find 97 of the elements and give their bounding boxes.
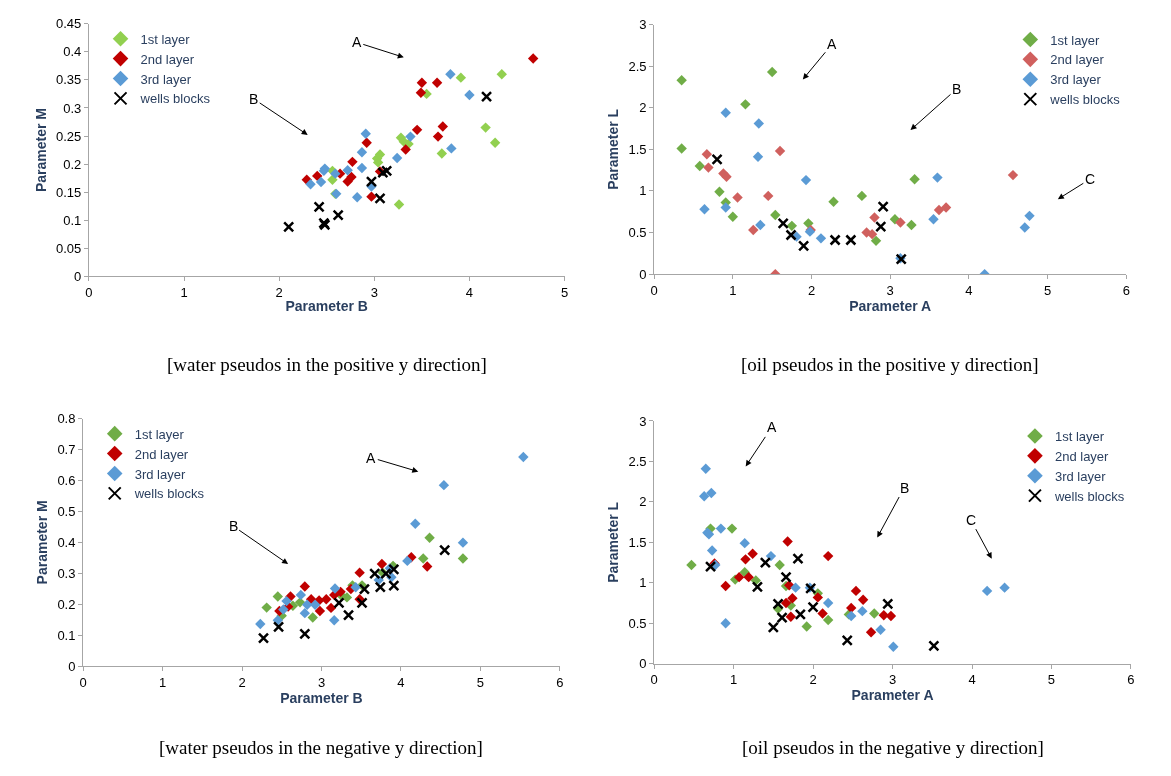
x-tick-label: 3 <box>317 674 326 690</box>
y-tick-label: 0.25 <box>55 128 82 144</box>
x-tick-label: 2 <box>807 282 816 298</box>
legend-label: wells blocks <box>133 486 205 502</box>
x-tick-label: 2 <box>275 284 283 300</box>
y-tick-label: 2.5 <box>628 453 647 469</box>
y-tick-label: 0.3 <box>57 565 76 581</box>
x-tick-label: 5 <box>1047 672 1056 688</box>
y-tick-label: 0.6 <box>57 473 76 489</box>
y-tick-label: 0.4 <box>63 44 82 60</box>
legend-label: 2nd layer <box>1050 52 1105 68</box>
legend-label: 2nd layer <box>134 446 189 462</box>
y-tick-label: 0.5 <box>57 504 76 519</box>
x-axis-title: Parameter A <box>851 687 934 704</box>
text: [oil pseudos in the negative y direction] <box>742 737 1044 758</box>
annotation: B <box>900 480 910 496</box>
y-tick-label: 0.3 <box>63 100 82 116</box>
text: [water pseudos in the negative y direction] <box>159 737 483 758</box>
x-tick-label: 2 <box>238 674 246 690</box>
y-tick-label: 1.5 <box>628 534 647 550</box>
legend-label: 1st layer <box>140 31 191 47</box>
y-tick-label: 0 <box>68 658 76 674</box>
x-axis-title: Parameter B <box>285 298 368 315</box>
x-axis-title: Parameter A <box>849 297 932 314</box>
y-tick-label: 1 <box>639 183 647 199</box>
y-tick-label: 1.5 <box>628 141 647 157</box>
y-tick-label: 2 <box>639 494 647 510</box>
legend-label: 3rd layer <box>140 71 192 87</box>
annotation: C <box>966 512 977 528</box>
annotation: C <box>1085 171 1096 187</box>
annotation: A <box>366 450 376 466</box>
text: [water pseudos in the positive y direction] <box>167 354 487 375</box>
x-tick-label: 5 <box>476 674 485 690</box>
legend-label: 3rd layer <box>1054 468 1107 484</box>
y-tick-label: 0.05 <box>55 240 82 256</box>
x-tick-label: 1 <box>180 284 188 300</box>
x-tick-label: 5 <box>560 284 569 300</box>
x-tick-label: 6 <box>556 674 564 690</box>
x-tick-label: 0 <box>650 672 658 688</box>
y-tick-label: 2 <box>639 100 647 116</box>
legend-label: 1st layer <box>1054 429 1105 444</box>
y-tick-label: 0.35 <box>55 72 82 88</box>
y-tick-label: 0.4 <box>57 534 76 550</box>
y-tick-label: 0.1 <box>63 212 82 228</box>
y-tick-label: 0.2 <box>63 156 82 172</box>
y-tick-label: 1 <box>639 575 647 591</box>
y-tick-label: 0.2 <box>57 596 76 612</box>
annotation: B <box>229 518 239 534</box>
y-axis-title: Parameter L <box>605 501 622 583</box>
y-axis-title: Parameter L <box>605 108 622 190</box>
x-tick-label: 4 <box>397 674 405 690</box>
x-tick-label: 0 <box>650 282 658 298</box>
legend-label: 2nd layer <box>1054 448 1110 464</box>
x-tick-label: 3 <box>886 282 894 298</box>
legend-label: 2nd layer <box>140 51 195 67</box>
y-tick-label: 2.5 <box>628 58 647 74</box>
annotation: A <box>767 419 777 435</box>
x-tick-label: 5 <box>1043 282 1052 298</box>
annotation: A <box>827 36 837 52</box>
annotation: A <box>352 34 362 50</box>
text: [oil pseudos in the positive y direction] <box>741 354 1039 375</box>
x-tick-label: 1 <box>158 674 167 690</box>
legend-label: wells blocks <box>1053 488 1125 504</box>
legend-label: wells blocks <box>139 91 211 107</box>
legend-label: 3rd layer <box>134 466 186 482</box>
x-tick-label: 2 <box>809 672 817 688</box>
y-tick-label: 0 <box>639 656 647 672</box>
y-tick-label: 0.5 <box>628 615 647 631</box>
y-tick-label: 0.5 <box>628 225 647 241</box>
legend-label: 3rd layer <box>1050 72 1102 88</box>
x-tick-label: 4 <box>968 672 976 688</box>
annotation: B <box>952 81 962 97</box>
y-tick-label: 0.45 <box>55 16 82 32</box>
legend-label: wells blocks <box>1049 92 1121 108</box>
x-tick-label: 4 <box>465 284 474 300</box>
y-tick-label: 0 <box>639 266 647 282</box>
y-tick-label: 3 <box>639 413 647 429</box>
y-axis-title: Parameter M <box>32 108 49 193</box>
x-tick-label: 3 <box>370 284 378 300</box>
y-tick-label: 0.15 <box>55 184 82 200</box>
x-tick-label: 3 <box>888 672 897 688</box>
y-tick-label: 0 <box>74 268 82 284</box>
y-tick-label: 3 <box>639 17 647 33</box>
x-tick-label: 6 <box>1122 282 1130 298</box>
y-tick-label: 0.8 <box>57 411 76 427</box>
legend-label: 1st layer <box>134 426 185 442</box>
x-axis-title: Parameter B <box>280 689 363 706</box>
y-tick-label: 0.7 <box>57 442 76 458</box>
y-axis-title: Parameter M <box>34 500 51 585</box>
x-tick-label: 4 <box>965 282 973 298</box>
legend-label: 1st layer <box>1050 32 1101 48</box>
x-tick-label: 1 <box>729 282 737 298</box>
x-tick-label: 6 <box>1127 672 1135 688</box>
x-tick-label: 0 <box>85 284 93 300</box>
x-tick-label: 1 <box>729 672 738 688</box>
y-tick-label: 0.1 <box>57 627 76 643</box>
annotation: B <box>249 91 259 107</box>
